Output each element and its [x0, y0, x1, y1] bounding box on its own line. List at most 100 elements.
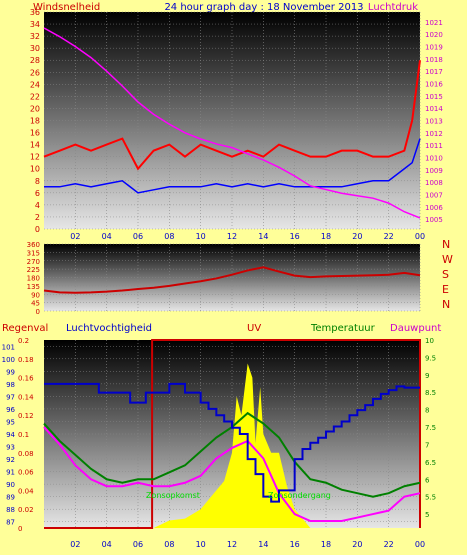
humidity-y-tick-95: 95: [6, 418, 15, 426]
humidity-x-tick-14: 14: [258, 540, 268, 549]
pressure-y-tick-1006: 1006: [425, 204, 443, 212]
wind-x-tick-08: 08: [164, 232, 174, 241]
rain-y-tick-0.08: 0.08: [18, 450, 34, 458]
rain-y-tick-0.06: 0.06: [18, 469, 34, 477]
pressure-y-tick-1012: 1012: [425, 130, 443, 138]
pressure-y-tick-1016: 1016: [425, 81, 443, 89]
sunrise-annotation: Zonsopkomst: [146, 491, 200, 500]
humidity-x-tick-00: 00: [415, 540, 425, 549]
pressure-y-tick-1014: 1014: [425, 105, 443, 113]
label-uv: UV: [247, 323, 261, 334]
wind-y-tick-0: 0: [35, 225, 40, 234]
pressure-y-tick-1008: 1008: [425, 179, 443, 187]
humidity-y-tick-87: 87: [6, 519, 15, 527]
humidity-y-tick-92: 92: [6, 456, 15, 464]
direction-y-tick-45: 45: [31, 300, 40, 308]
temperature-y-tick-9: 9: [425, 372, 429, 380]
direction-y-tick-0: 0: [36, 308, 40, 316]
humidity-y-tick-101: 101: [2, 343, 15, 351]
wind-x-tick-16: 16: [290, 232, 300, 241]
wind-x-tick-12: 12: [227, 232, 237, 241]
wind-series-group: [43, 27, 421, 219]
pressure-y-tick-1011: 1011: [425, 142, 443, 150]
chart-title: 24 hour graph day : 18 November 2013: [164, 2, 363, 13]
humidity-y-tick-91: 91: [6, 469, 15, 477]
direction-y-tick-90: 90: [31, 291, 40, 299]
wind-x-tick-20: 20: [352, 232, 362, 241]
rain-axis-ticks: 0 0.02 0.04 0.06 0.08 0.1 0.12 0.14 0.16 0.18 0.2: [18, 337, 34, 533]
humidity-x-tick-02: 02: [70, 540, 80, 549]
temperature-y-tick-5: 5: [425, 511, 429, 519]
wind-x-tick-06: 06: [133, 232, 143, 241]
pressure-y-tick-1020: 1020: [425, 31, 443, 39]
pressure-y-tick-1015: 1015: [425, 93, 443, 101]
humidity-y-tick-90: 90: [6, 481, 15, 489]
label-dewpoint: Dauwpunt: [390, 323, 441, 334]
right-axis-label-pressure: Luchtdruk: [368, 2, 418, 13]
pressure-line: [43, 27, 421, 219]
wind-y-tick-18: 18: [30, 117, 40, 126]
compass-label-2: S: [442, 268, 449, 281]
humidity-y-tick-99: 99: [6, 368, 15, 376]
temperature-y-tick-7: 7: [425, 441, 429, 449]
direction-series-group: [43, 266, 421, 294]
wind-x-tick-04: 04: [102, 232, 112, 241]
humidity-x-tick-04: 04: [102, 540, 112, 549]
humidity-y-tick-96: 96: [6, 406, 15, 414]
left-axis-label-wind: Windsnelheid: [33, 2, 100, 13]
temperature-y-tick-8.5: 8.5: [425, 389, 436, 397]
wind-y-tick-12: 12: [30, 153, 40, 162]
wind-y-tick-4: 4: [35, 201, 40, 210]
wind-line: [44, 138, 421, 194]
wind-x-tick-22: 22: [384, 232, 394, 241]
humidity-x-tick-18: 18: [321, 540, 331, 549]
direction-y-tick-180: 180: [27, 275, 40, 283]
compass-label-1: W: [442, 253, 453, 266]
pressure-y-tick-1019: 1019: [425, 44, 443, 52]
wind-y-tick-36: 36: [30, 8, 40, 17]
humidity-y-tick-94: 94: [6, 431, 15, 439]
wind-x-tick-10: 10: [196, 232, 206, 241]
wind-y-tick-16: 16: [30, 129, 40, 138]
direction-grid: [44, 243, 421, 312]
wind-y-tick-2: 2: [35, 213, 40, 222]
rain-y-tick-0.1: 0.1: [18, 431, 29, 439]
humidity-x-tick-16: 16: [290, 540, 300, 549]
pressure-y-tick-1013: 1013: [425, 118, 443, 126]
humidity-line: [44, 382, 420, 503]
humidity-y-tick-89: 89: [6, 494, 15, 502]
gust-line: [43, 60, 421, 171]
pressure-y-tick-1021: 1021: [425, 19, 443, 27]
wind-y-tick-30: 30: [30, 44, 40, 53]
temperature-y-tick-10: 10: [425, 337, 434, 345]
temperature-y-tick-8: 8: [425, 407, 429, 415]
humidity-y-tick-88: 88: [6, 506, 15, 514]
rain-y-tick-0.2: 0.2: [18, 337, 29, 345]
label-rain: Regenval: [2, 323, 48, 334]
temperature-y-tick-6: 6: [425, 476, 430, 484]
temperature-axis-ticks: 5 5.5 6 6.5 7 7.5 8 8.5 9 9.5 10: [425, 337, 436, 519]
wind-x-tick-00: 00: [415, 232, 425, 241]
pressure-y-tick-1010: 1010: [425, 154, 443, 162]
wind-y-tick-28: 28: [30, 56, 40, 65]
direction-y-tick-270: 270: [27, 258, 40, 266]
wind-y-tick-32: 32: [30, 32, 40, 41]
direction-y-tick-315: 315: [27, 249, 40, 257]
humidity-x-tick-10: 10: [196, 540, 206, 549]
rain-y-tick-0: 0: [18, 525, 22, 533]
temperature-y-tick-7.5: 7.5: [425, 424, 436, 432]
rain-y-tick-0.02: 0.02: [18, 506, 34, 514]
compass-label-4: N: [442, 298, 450, 311]
wind-y-tick-22: 22: [30, 92, 40, 101]
temperature-y-tick-5.5: 5.5: [425, 494, 436, 502]
wind-x-tick-18: 18: [321, 232, 331, 241]
wind-y-tick-14: 14: [30, 141, 40, 150]
wind-y-tick-26: 26: [30, 68, 40, 77]
direction-y-tick-135: 135: [27, 283, 40, 291]
rain-y-tick-0.16: 0.16: [18, 375, 34, 383]
humidity-x-tick-08: 08: [164, 540, 174, 549]
